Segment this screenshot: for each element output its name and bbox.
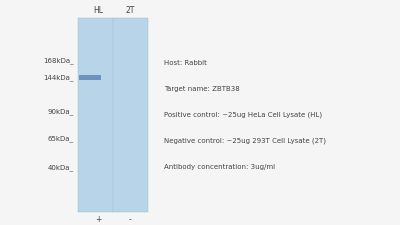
Text: +: + bbox=[95, 215, 101, 224]
Text: Negative control: ~25ug 293T Cell Lysate (2T): Negative control: ~25ug 293T Cell Lysate… bbox=[164, 137, 326, 144]
Text: Host: Rabbit: Host: Rabbit bbox=[164, 60, 207, 66]
Text: Antibody concentration: 3ug/ml: Antibody concentration: 3ug/ml bbox=[164, 164, 275, 169]
Text: Positive control: ~25ug HeLa Cell Lysate (HL): Positive control: ~25ug HeLa Cell Lysate… bbox=[164, 112, 322, 118]
Text: 2T: 2T bbox=[125, 6, 135, 15]
Text: -: - bbox=[129, 215, 131, 224]
Text: 40kDa_: 40kDa_ bbox=[48, 164, 74, 171]
Text: Target name: ZBTB38: Target name: ZBTB38 bbox=[164, 86, 240, 92]
Text: 90kDa_: 90kDa_ bbox=[48, 108, 74, 115]
Text: 168kDa_: 168kDa_ bbox=[43, 57, 74, 64]
Text: 65kDa_: 65kDa_ bbox=[48, 135, 74, 142]
Bar bbox=[78, 18, 148, 212]
Bar bbox=[79, 75, 101, 80]
Text: HL: HL bbox=[93, 6, 103, 15]
Text: 144kDa_: 144kDa_ bbox=[44, 74, 74, 81]
